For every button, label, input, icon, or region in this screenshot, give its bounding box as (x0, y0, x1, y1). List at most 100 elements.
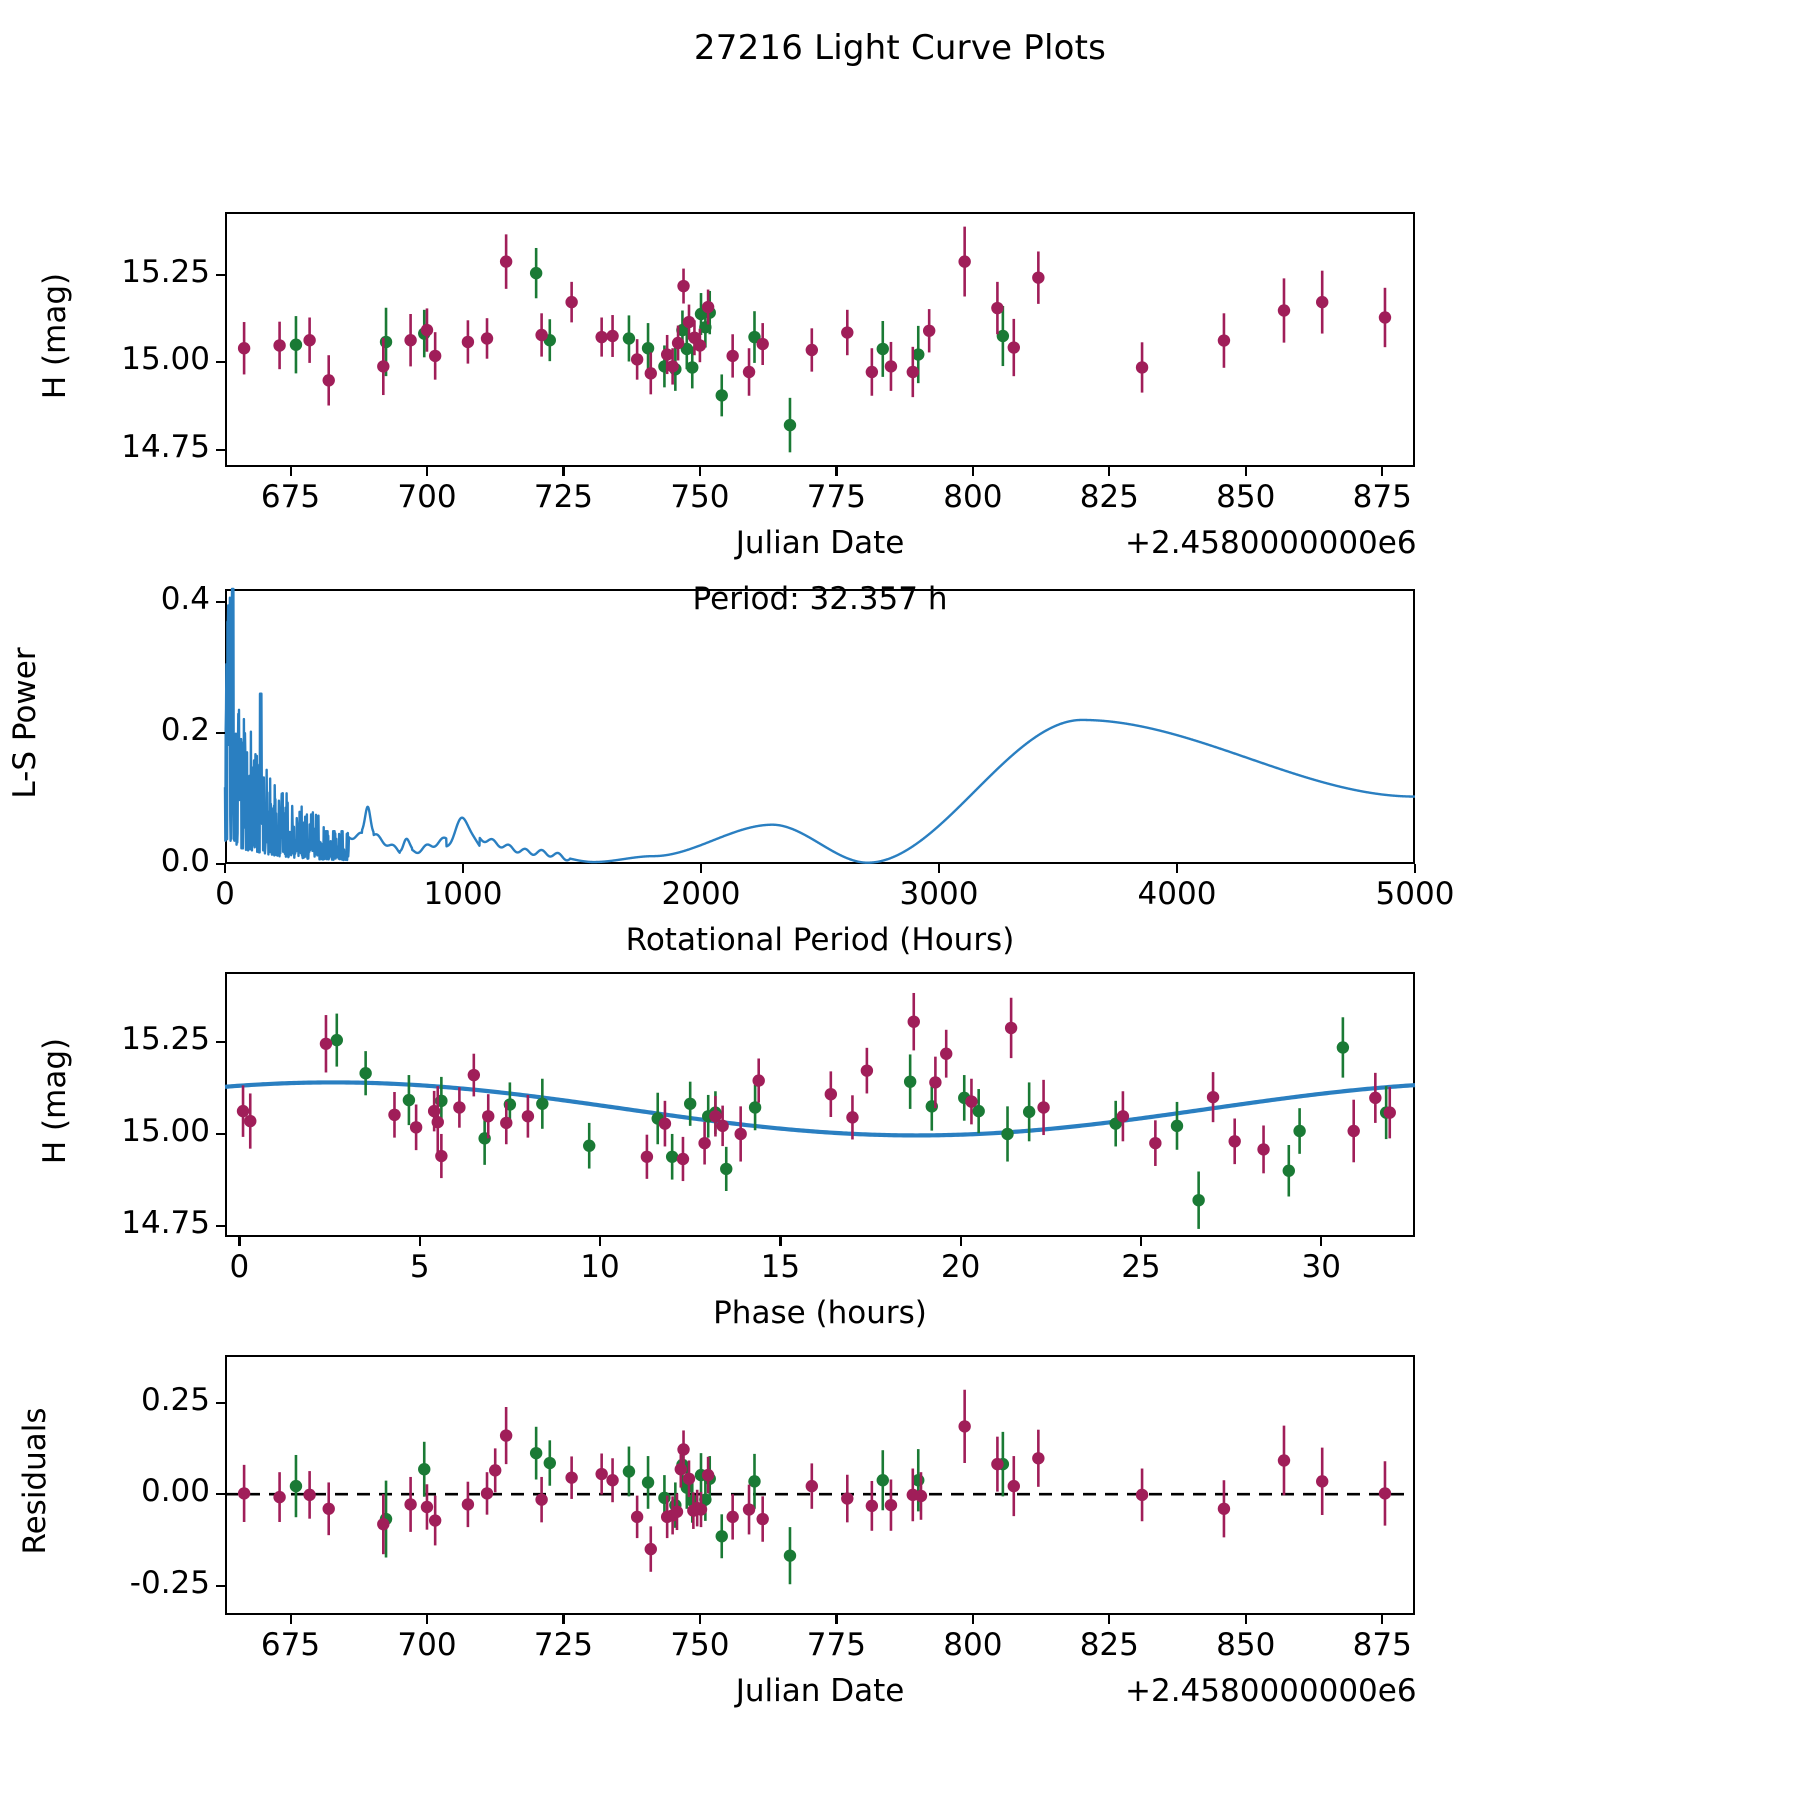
data-point (595, 330, 608, 344)
data-point (715, 389, 728, 402)
x-tick-label: 675 (260, 1627, 321, 1663)
data-point (1217, 334, 1231, 347)
x-tick-mark (971, 1615, 975, 1624)
data-point (912, 348, 925, 361)
x-tick-mark (1381, 1615, 1384, 1624)
x-tick-mark (1244, 467, 1247, 476)
data-point (379, 335, 393, 349)
data-point (734, 1127, 747, 1141)
data-point (1228, 1135, 1241, 1148)
x-tick-mark (224, 864, 227, 873)
data-point (409, 1121, 423, 1134)
data-point (752, 1074, 765, 1087)
x-tick-mark (1320, 1237, 1323, 1246)
data-point (630, 1510, 644, 1524)
data-point (674, 1463, 688, 1476)
data-point (1037, 1101, 1050, 1114)
data-point (716, 1119, 729, 1133)
series-r-band (237, 226, 1392, 406)
data-point (1007, 1479, 1020, 1493)
data-point (996, 329, 1010, 343)
data-point (726, 1510, 739, 1524)
data-point (303, 1488, 316, 1502)
data-point (701, 1468, 715, 1482)
data-point (543, 1456, 556, 1470)
data-point (884, 360, 898, 373)
data-point (606, 329, 619, 343)
data-point (565, 295, 578, 309)
data-point (907, 1015, 920, 1028)
data-point (860, 1064, 874, 1077)
lightcurve-x-offset-text: +2.4580000000e6 (1125, 525, 1417, 561)
periodogram-axes-frame (225, 589, 1415, 864)
data-point (1135, 361, 1149, 374)
data-point (237, 342, 251, 355)
data-point (322, 374, 335, 387)
x-tick-mark (1176, 864, 1179, 873)
x-tick-mark (779, 1237, 782, 1246)
x-tick-label: 675 (260, 479, 321, 515)
data-point (865, 1499, 879, 1513)
x-tick-mark (835, 467, 838, 476)
data-point (884, 1498, 898, 1512)
data-point (709, 1110, 722, 1123)
data-point (846, 1111, 859, 1124)
data-point (666, 360, 679, 373)
data-point (1277, 304, 1291, 317)
data-point (461, 335, 475, 349)
data-point (841, 326, 854, 339)
x-tick-mark (700, 864, 703, 873)
data-point (535, 328, 548, 342)
data-point (453, 1101, 466, 1114)
data-point (377, 1517, 390, 1531)
data-point (658, 1491, 671, 1505)
data-point (958, 1420, 971, 1433)
x-tick-mark (289, 467, 292, 476)
data-point (958, 255, 971, 268)
phased-x-axis-label: Phase (hours) (713, 1295, 927, 1331)
data-point (428, 349, 442, 363)
data-point (701, 300, 715, 314)
lightcurve-plot-area (237, 226, 1392, 453)
x-tick-label: 800 (943, 479, 1003, 515)
data-point (583, 1139, 596, 1152)
x-tick-mark (1108, 1615, 1111, 1624)
x-tick-label: 850 (1216, 1627, 1276, 1663)
data-point (482, 1110, 495, 1123)
x-tick-label: 725 (533, 1627, 594, 1663)
x-tick-label: 700 (397, 1627, 457, 1663)
data-point (1116, 1110, 1130, 1123)
data-point (693, 339, 707, 352)
x-tick-mark (1108, 467, 1111, 476)
y-tick-label: 15.00 (121, 1112, 210, 1149)
series-r-band (236, 992, 1396, 1182)
data-point (359, 1067, 372, 1080)
figure-title: 27216 Light Curve Plots (693, 28, 1107, 68)
data-point (1282, 1164, 1295, 1177)
data-point (418, 1463, 431, 1476)
y-tick-label: 0.0 (160, 843, 210, 879)
data-point (1135, 1488, 1149, 1502)
data-point (805, 343, 819, 357)
y-tick-mark (216, 448, 225, 451)
y-tick-label: 15.25 (121, 253, 210, 290)
data-point (330, 1033, 343, 1047)
phased-y-axis-label: H (mag) (37, 1037, 73, 1164)
data-point (467, 1068, 481, 1082)
data-point (783, 1549, 797, 1562)
data-point (500, 1116, 513, 1130)
data-point (499, 1429, 513, 1442)
periodogram-line (223, 587, 1416, 864)
x-tick-label: 10 (580, 1249, 620, 1285)
residuals-plot-area (225, 1389, 1415, 1585)
x-tick-label: 775 (806, 1627, 866, 1663)
x-tick-mark (425, 467, 429, 476)
data-point (377, 360, 390, 373)
x-tick-label: 800 (943, 1627, 1003, 1663)
y-tick-label: 0.25 (140, 1381, 210, 1418)
x-tick-mark (425, 1615, 429, 1624)
residuals-x-offset-text: +2.4580000000e6 (1125, 1673, 1417, 1709)
data-point (480, 1487, 494, 1500)
data-point (783, 418, 797, 432)
series-r-band (237, 1389, 1392, 1572)
